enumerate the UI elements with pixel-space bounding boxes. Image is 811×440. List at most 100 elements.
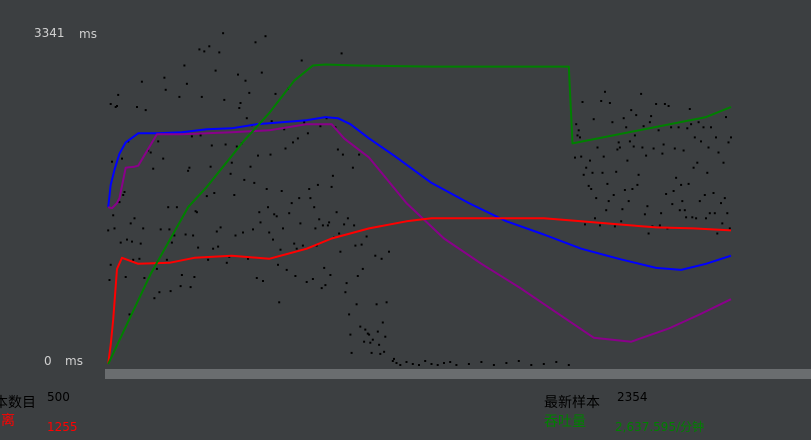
sample-point (138, 257, 141, 260)
sample-point (341, 153, 344, 156)
sample-point (615, 170, 618, 173)
sample-point (344, 291, 347, 294)
sample-point (185, 82, 188, 85)
sample-point (380, 257, 383, 260)
sample-point (136, 106, 138, 108)
sample-point (309, 197, 312, 200)
sample-point (118, 201, 121, 204)
sample-point (663, 103, 666, 105)
sample-point (713, 212, 716, 215)
sample-point (723, 197, 726, 200)
sample-point (197, 246, 200, 249)
sample-point (298, 197, 301, 200)
sample-point (112, 214, 115, 217)
sample-point (323, 266, 326, 269)
sample-point (167, 206, 170, 209)
sample-point (173, 234, 176, 237)
sample-point (385, 301, 388, 304)
sample-point (607, 200, 610, 203)
sample-point (326, 224, 329, 227)
sample-point (207, 258, 210, 261)
sample-point (260, 71, 263, 74)
sample-point (237, 73, 239, 76)
sample-point (330, 185, 333, 188)
sample-point (257, 154, 259, 157)
sample-point (677, 126, 680, 129)
sample-point (258, 211, 261, 214)
sample-point (109, 263, 112, 266)
throughput-label: 吞吐量 (544, 414, 586, 430)
sample-point (269, 153, 272, 156)
sample-point (288, 212, 291, 215)
sample-point (248, 91, 251, 94)
sample-point (391, 360, 394, 362)
sample-point (283, 128, 286, 131)
sample-point (722, 161, 725, 164)
sample-point (688, 108, 691, 110)
sample-point (343, 223, 346, 226)
sample-point (623, 189, 626, 191)
sample-point (613, 225, 616, 228)
latest-sample-value: 2354 (617, 390, 648, 404)
sample-point (492, 364, 495, 366)
sample-point (636, 183, 639, 186)
sample-point (158, 291, 161, 294)
average-line (107, 116, 732, 271)
sample-point (726, 212, 729, 215)
sample-point (696, 161, 699, 164)
sample-point (665, 193, 668, 195)
sample-point (608, 102, 611, 104)
sample-point (239, 102, 242, 104)
sample-point (363, 340, 366, 343)
sample-point (430, 363, 433, 365)
sample-point (142, 227, 145, 230)
sample-point (600, 100, 603, 102)
sample-point (717, 151, 720, 154)
sample-point (242, 231, 244, 234)
sample-point (116, 105, 118, 107)
sample-point (168, 228, 171, 231)
sample-point (183, 64, 186, 67)
sample-point (187, 169, 190, 172)
sample-point (632, 145, 635, 148)
sample-point (139, 242, 142, 245)
sample-point (702, 126, 705, 129)
sample-point (218, 51, 221, 54)
sample-point (611, 121, 614, 124)
sample-point (641, 146, 644, 149)
sample-point (364, 328, 367, 331)
sample-point (715, 136, 717, 139)
sample-point (692, 166, 695, 169)
y-axis-max-unit: ms (79, 27, 97, 41)
sample-point (592, 118, 595, 121)
sample-point (628, 140, 631, 143)
sample-point (301, 244, 304, 247)
series-lines-layer (107, 63, 732, 365)
sample-point (285, 268, 288, 271)
sample-point (200, 95, 203, 98)
sample-point (621, 208, 624, 211)
sample-point (122, 194, 125, 196)
sample-point (355, 303, 358, 306)
sample-point (728, 227, 731, 230)
sample-point (253, 181, 256, 184)
sample-point (589, 159, 591, 162)
y-axis-min-unit: ms (65, 354, 83, 368)
sample-point (697, 121, 700, 124)
sample-point (652, 147, 655, 150)
sample-point (650, 115, 653, 118)
sample-point (234, 234, 237, 237)
sample-point (648, 121, 651, 124)
sample-point (601, 171, 604, 174)
sample-point (238, 107, 241, 109)
sample-point (214, 69, 217, 72)
sample-point (667, 105, 670, 107)
sample-point (267, 206, 269, 209)
sample-point (599, 224, 601, 227)
sample-point (229, 172, 232, 175)
sample-point (247, 257, 249, 260)
sample-point (584, 223, 586, 226)
sample-point (700, 140, 702, 143)
sample-point (646, 205, 649, 208)
